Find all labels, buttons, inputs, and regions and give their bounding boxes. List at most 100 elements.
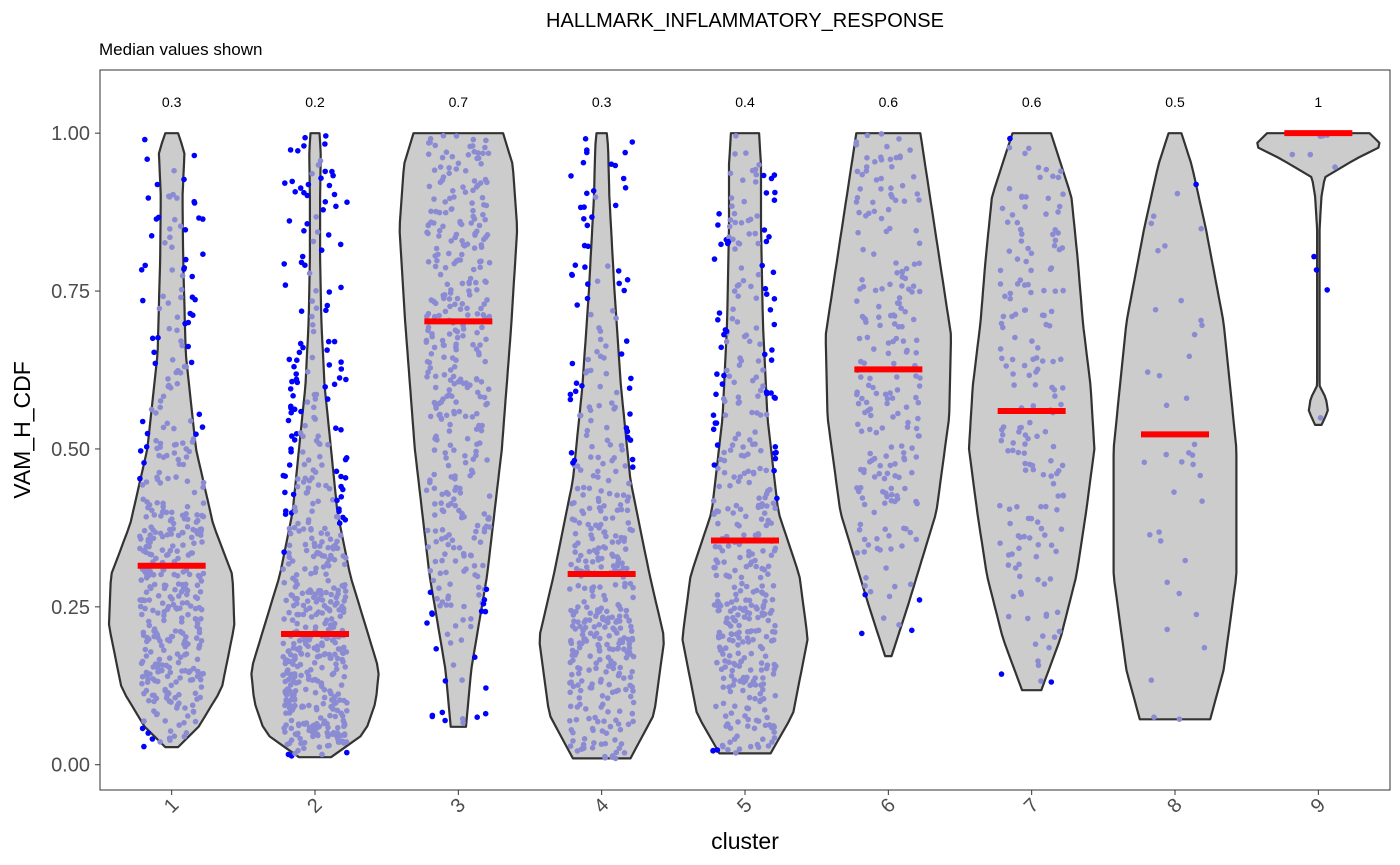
- data-point: [477, 440, 483, 446]
- data-point: [628, 623, 634, 630]
- data-point: [182, 227, 189, 233]
- data-point: [771, 197, 778, 203]
- data-point: [288, 717, 295, 724]
- data-point: [443, 569, 449, 576]
- data-point: [586, 548, 593, 555]
- data-point: [579, 678, 585, 684]
- data-point: [486, 514, 492, 521]
- data-point: [196, 645, 202, 651]
- data-point: [157, 404, 163, 411]
- data-point: [1034, 519, 1041, 525]
- data-point: [888, 497, 895, 504]
- data-point: [888, 546, 894, 552]
- data-point: [313, 706, 320, 713]
- data-point: [718, 344, 724, 351]
- data-point: [443, 412, 450, 419]
- data-point: [334, 600, 340, 606]
- data-point: [287, 386, 294, 392]
- data-point: [1018, 238, 1025, 244]
- data-point: [620, 175, 627, 182]
- data-point: [857, 286, 863, 292]
- data-point: [591, 740, 597, 746]
- data-point: [469, 200, 475, 206]
- data-point: [1023, 194, 1029, 200]
- data-point: [590, 584, 597, 590]
- data-point: [1186, 450, 1192, 456]
- data-point: [198, 578, 205, 584]
- data-point: [300, 602, 307, 609]
- data-point: [337, 697, 343, 703]
- data-point: [480, 211, 486, 218]
- data-point: [310, 553, 317, 560]
- data-point: [451, 364, 458, 370]
- data-point: [1029, 338, 1035, 344]
- data-point: [452, 234, 459, 241]
- data-point: [752, 429, 758, 435]
- data-point: [759, 589, 765, 595]
- data-point: [887, 281, 893, 288]
- data-point: [614, 507, 621, 513]
- data-point: [191, 540, 197, 546]
- data-point: [600, 544, 607, 550]
- data-point: [153, 216, 160, 222]
- data-point: [585, 521, 591, 528]
- data-point: [184, 591, 190, 598]
- data-point: [191, 198, 197, 205]
- data-point: [899, 182, 906, 189]
- data-point: [623, 607, 630, 614]
- data-point: [713, 572, 720, 579]
- data-point: [437, 271, 444, 278]
- data-point: [1164, 626, 1170, 633]
- data-point: [157, 444, 163, 450]
- data-point: [447, 367, 454, 373]
- data-point: [341, 598, 348, 604]
- data-point: [431, 196, 437, 202]
- data-point: [344, 749, 350, 756]
- data-point: [304, 399, 311, 405]
- data-point: [484, 297, 490, 303]
- data-point: [177, 654, 184, 661]
- x-tick-label: 7: [1020, 794, 1043, 817]
- data-point: [1035, 662, 1042, 669]
- data-point: [328, 690, 334, 697]
- data-point: [443, 534, 449, 541]
- data-point: [757, 691, 764, 697]
- data-point: [423, 337, 430, 344]
- data-point: [609, 539, 616, 545]
- data-point: [889, 164, 895, 170]
- data-point: [758, 667, 765, 673]
- data-point: [432, 528, 439, 534]
- data-point: [720, 675, 727, 682]
- data-point: [336, 520, 343, 526]
- data-point: [147, 539, 153, 546]
- data-point: [192, 594, 199, 600]
- data-point: [473, 452, 479, 459]
- data-point: [165, 475, 171, 482]
- data-point: [442, 209, 449, 216]
- data-point: [296, 645, 303, 651]
- data-point: [1022, 204, 1028, 210]
- data-point: [605, 477, 612, 484]
- data-point: [154, 476, 161, 483]
- data-point: [762, 285, 769, 292]
- points-cluster-6: [853, 131, 923, 637]
- data-point: [291, 696, 298, 702]
- data-point: [194, 656, 201, 663]
- data-point: [438, 536, 445, 542]
- data-point: [916, 433, 922, 439]
- data-point: [282, 660, 289, 667]
- data-point: [200, 484, 206, 491]
- data-point: [460, 380, 467, 387]
- data-point: [486, 493, 493, 499]
- data-point: [570, 460, 576, 466]
- data-point: [1014, 281, 1021, 287]
- data-point: [282, 489, 288, 496]
- data-point: [1021, 362, 1028, 369]
- data-point: [162, 686, 168, 693]
- data-point: [771, 321, 778, 328]
- data-point: [714, 559, 721, 566]
- data-point: [581, 736, 588, 742]
- data-point: [856, 209, 862, 216]
- data-point: [765, 743, 772, 749]
- data-point: [732, 703, 738, 709]
